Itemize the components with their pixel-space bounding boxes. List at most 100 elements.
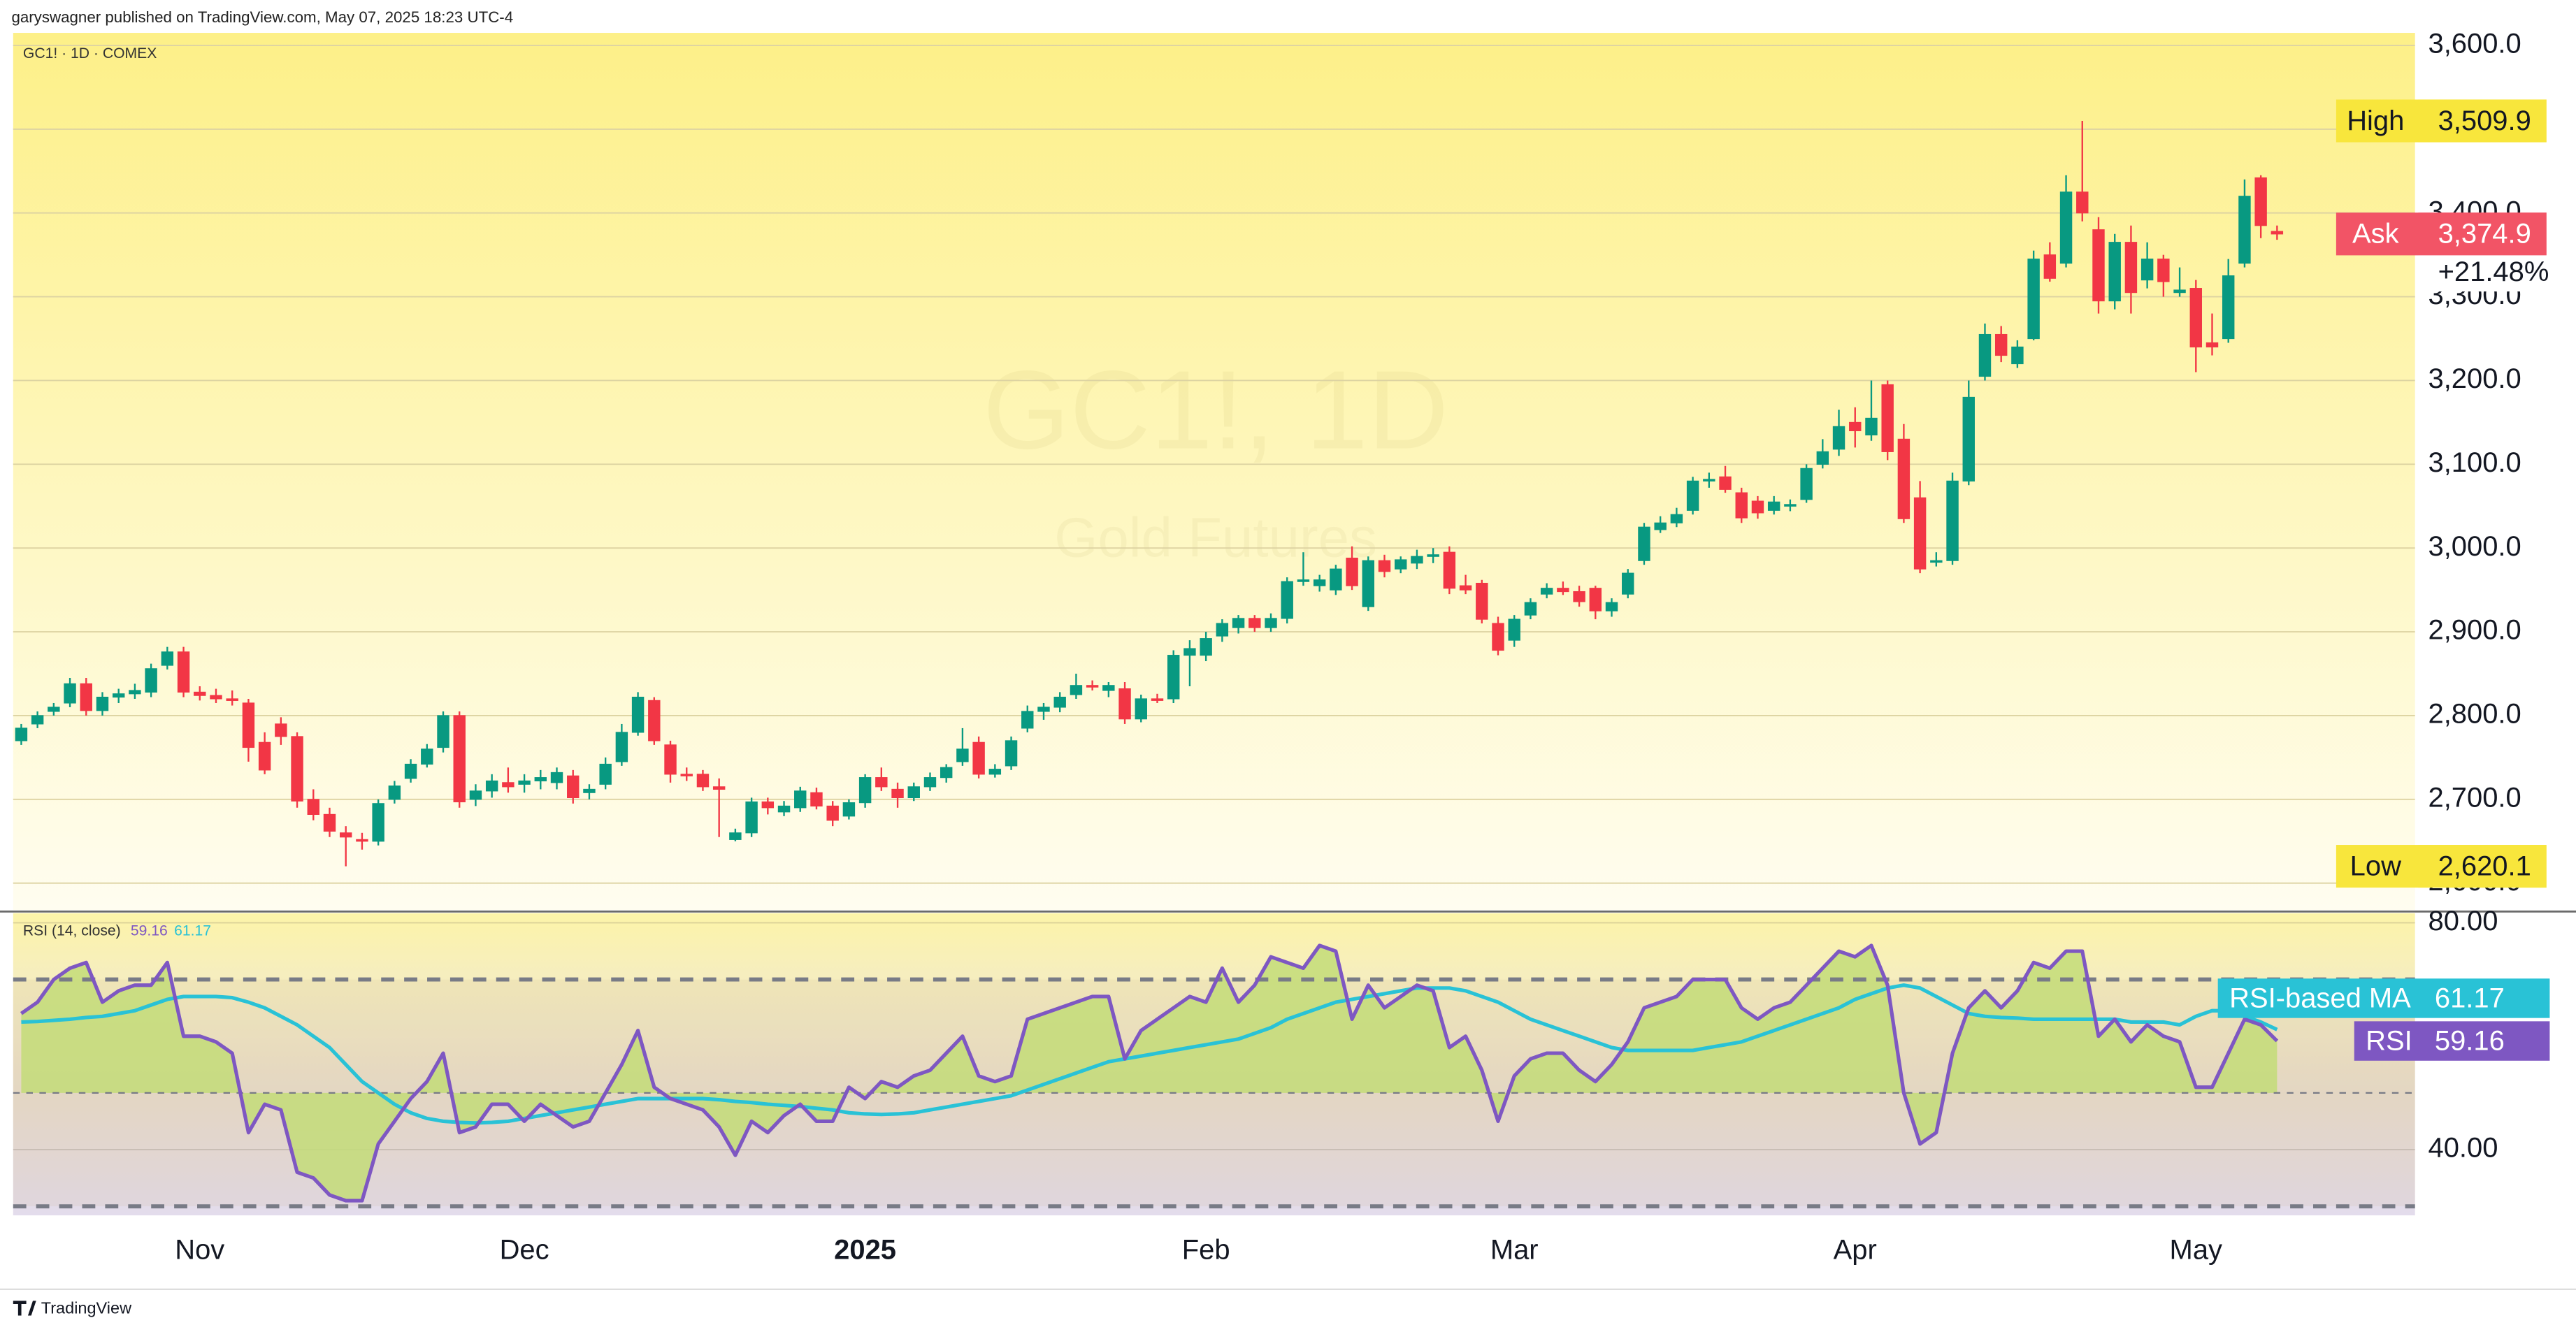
candle-body bbox=[1411, 556, 1423, 564]
candle-body bbox=[1427, 554, 1439, 557]
x-tick-label: 2025 bbox=[834, 1234, 896, 1265]
watermark-subtitle: Gold Futures bbox=[1054, 507, 1377, 569]
watermark: GC1!, 1D bbox=[983, 347, 1448, 472]
candle-body bbox=[323, 813, 336, 832]
high_marker-value: 3,509.9 bbox=[2438, 106, 2531, 136]
y-tick-label: 80.00 bbox=[2428, 906, 2498, 936]
candle-body bbox=[2206, 342, 2219, 348]
candle-body bbox=[2189, 288, 2202, 348]
candle-body bbox=[1784, 504, 1797, 507]
candle-body bbox=[664, 744, 677, 775]
candle-body bbox=[988, 769, 1002, 775]
series-line bbox=[21, 983, 2278, 1125]
candle-body bbox=[112, 693, 125, 698]
candle-body bbox=[129, 690, 141, 695]
candle-body bbox=[96, 696, 109, 711]
candle-body bbox=[1021, 711, 1034, 729]
candle-body bbox=[2140, 259, 2154, 281]
candle-body bbox=[875, 777, 888, 788]
candle-body bbox=[372, 803, 384, 842]
price-pane bbox=[13, 33, 2415, 910]
candle-body bbox=[1719, 476, 1732, 490]
candle-body bbox=[1849, 421, 1862, 431]
rsi-title: RSI (14, close) 59.16 61.17 bbox=[23, 922, 211, 939]
candle-body bbox=[940, 767, 953, 779]
candle-body bbox=[1459, 585, 1472, 591]
candle-body bbox=[421, 748, 433, 765]
candle-body bbox=[2173, 289, 2186, 294]
candle-body bbox=[161, 651, 174, 666]
candle-body bbox=[1135, 698, 1147, 720]
candle-body bbox=[404, 763, 417, 779]
candle-body bbox=[1086, 685, 1099, 688]
candle-body bbox=[1492, 623, 1504, 651]
candle-body bbox=[1330, 568, 1342, 591]
candle-body bbox=[31, 715, 44, 725]
last_marker-change: +21.48% bbox=[2438, 256, 2549, 287]
candle-body bbox=[1751, 500, 1764, 514]
rsi-ma-legend-value: 61.17 bbox=[174, 922, 211, 939]
candle-body bbox=[1622, 572, 1634, 595]
series-name: RSI bbox=[2366, 1025, 2412, 1056]
candle-body bbox=[777, 805, 791, 813]
candle-body bbox=[210, 695, 222, 700]
candle-body bbox=[1946, 480, 1959, 561]
candle-body bbox=[1638, 526, 1650, 561]
candle-body bbox=[745, 801, 758, 834]
candle-body bbox=[1897, 438, 1911, 519]
candle-body bbox=[1930, 560, 1943, 563]
candle-body bbox=[2076, 191, 2089, 214]
candle-body bbox=[615, 732, 628, 762]
candle-body bbox=[1476, 582, 1488, 620]
candle-body bbox=[1524, 602, 1537, 616]
candle-body bbox=[1070, 685, 1083, 695]
candle-body bbox=[1767, 501, 1780, 511]
candle-body bbox=[1183, 648, 1196, 656]
candle-body bbox=[842, 802, 856, 817]
high_marker-value-box bbox=[2418, 99, 2547, 143]
candle-body bbox=[972, 741, 985, 775]
candle-body bbox=[453, 715, 466, 802]
candle-body bbox=[469, 790, 482, 800]
candle-body bbox=[340, 832, 352, 838]
candle-body bbox=[956, 748, 969, 762]
candle-body bbox=[680, 774, 693, 776]
rsi-fill bbox=[21, 945, 2278, 1201]
low_marker-value: 2,620.1 bbox=[2438, 850, 2531, 881]
candle-body bbox=[1913, 497, 1927, 570]
candle-body bbox=[1167, 655, 1180, 700]
candle-body bbox=[2238, 196, 2251, 264]
candle-body bbox=[275, 723, 287, 737]
candle-body bbox=[2157, 259, 2170, 282]
candle-body bbox=[1346, 558, 1358, 586]
candle-body bbox=[1540, 588, 1553, 595]
candle-body bbox=[583, 788, 596, 793]
candle-body bbox=[1589, 588, 1602, 611]
candle-body bbox=[907, 786, 920, 799]
candle-body bbox=[1962, 396, 1975, 482]
candle-body bbox=[1605, 602, 1618, 611]
candle-body bbox=[1670, 514, 1683, 523]
candle-body bbox=[145, 668, 157, 693]
candle-body bbox=[1053, 696, 1066, 708]
candle-body bbox=[1865, 417, 1878, 435]
candle-body bbox=[242, 702, 255, 748]
y-tick-label: 3,200.0 bbox=[2428, 363, 2521, 394]
candle-body bbox=[648, 700, 661, 741]
series-line bbox=[20, 943, 2279, 1203]
y-tick-label: 3,100.0 bbox=[2428, 447, 2521, 478]
candle-body bbox=[810, 792, 823, 806]
series-last-value: 61.17 bbox=[2435, 983, 2505, 1013]
candle-body bbox=[858, 777, 872, 804]
candle-body bbox=[1005, 740, 1018, 767]
candle-body bbox=[1313, 579, 1326, 586]
candle-body bbox=[1037, 707, 1050, 712]
candle-body bbox=[80, 683, 92, 711]
candle-body bbox=[1297, 579, 1310, 582]
candle-body bbox=[712, 786, 726, 790]
last_marker-label: Ask bbox=[2352, 219, 2400, 249]
x-tick-label: Apr bbox=[1834, 1234, 1877, 1265]
candle-body bbox=[502, 782, 515, 788]
candle-body bbox=[437, 715, 449, 748]
candle-body bbox=[1832, 426, 1845, 450]
